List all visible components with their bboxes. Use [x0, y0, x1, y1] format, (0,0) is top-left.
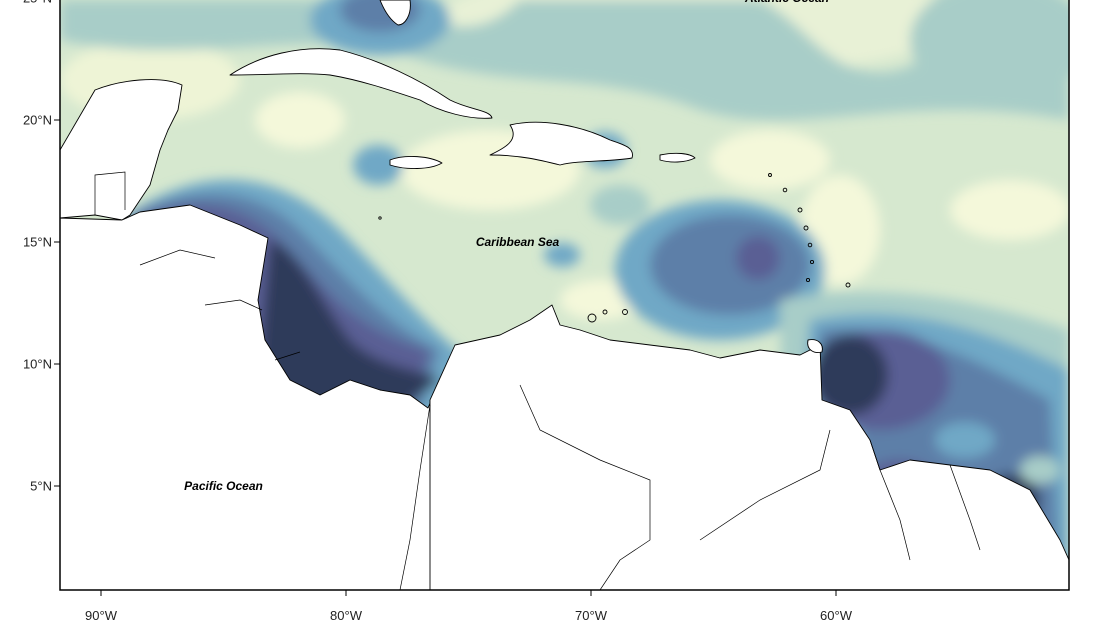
lon-axis: 90°W 80°W 70°W 60°W	[85, 590, 853, 623]
lon-tick-label: 80°W	[330, 608, 363, 623]
map-plot-area	[60, 0, 1069, 590]
lon-tick-label: 60°W	[820, 608, 853, 623]
lat-tick-label: 15°N	[23, 235, 52, 250]
lat-tick-label: 25°N	[23, 0, 52, 6]
place-label-atlantic: Atlantic Ocean	[744, 0, 829, 5]
land-yucatan	[60, 79, 183, 221]
lat-axis: 25°N 20°N 15°N 10°N 5°N	[23, 0, 60, 494]
place-labels: Atlantic Ocean Caribbean Sea Pacific Ocean	[184, 0, 829, 493]
place-label-caribbean: Caribbean Sea	[476, 235, 560, 249]
contour-field	[60, 0, 1069, 590]
lon-tick-label: 90°W	[85, 608, 118, 623]
land-puerto-rico	[659, 152, 696, 163]
land-trinidad	[807, 339, 823, 353]
land-cuba	[229, 48, 493, 119]
land-florida	[379, 0, 411, 26]
country-borders	[94, 171, 981, 590]
lat-tick-label: 10°N	[23, 357, 52, 372]
land-hispaniola	[489, 121, 633, 166]
land-masses	[60, 0, 1069, 590]
lat-tick-label: 5°N	[30, 479, 52, 494]
lon-tick-label: 70°W	[575, 608, 608, 623]
place-label-pacific: Pacific Ocean	[184, 479, 263, 493]
lat-tick-label: 20°N	[23, 113, 52, 128]
land-jamaica	[389, 156, 443, 169]
map-frame	[59, 0, 1070, 591]
lesser-antilles	[378, 173, 851, 323]
